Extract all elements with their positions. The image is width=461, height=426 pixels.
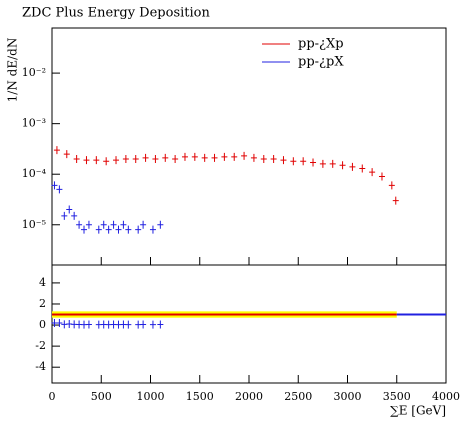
data-point — [172, 154, 179, 163]
data-point — [290, 157, 297, 166]
data-point — [71, 211, 78, 220]
data-point — [140, 320, 147, 329]
y-tick-label: -4 — [35, 360, 46, 373]
data-point — [250, 153, 257, 162]
data-point — [201, 153, 208, 162]
data-point — [103, 157, 110, 166]
bottom-frame — [51, 264, 447, 384]
data-point — [221, 152, 228, 161]
y-tick-label: -2 — [35, 339, 46, 352]
x-tick-label: 1500 — [186, 390, 214, 403]
data-point — [310, 158, 317, 167]
data-point — [157, 320, 164, 329]
data-point — [388, 181, 395, 190]
data-point — [149, 320, 156, 329]
x-tick-label: 1000 — [137, 390, 165, 403]
data-point — [378, 172, 385, 181]
data-point — [56, 185, 63, 194]
x-tick-label: 4000 — [432, 390, 460, 403]
y-tick-label: 10⁻³ — [22, 117, 46, 130]
y-axis-label: 1/N dE/dN — [6, 38, 20, 103]
data-point — [53, 146, 60, 155]
data-point — [51, 181, 58, 190]
data-point — [241, 151, 248, 160]
data-point — [93, 156, 100, 165]
data-point — [76, 220, 83, 229]
data-point — [231, 152, 238, 161]
data-point — [152, 154, 159, 163]
legend-label: pp-¿pX — [298, 55, 344, 70]
data-point — [135, 225, 142, 234]
data-point — [140, 220, 147, 229]
y-tick-label: 2 — [39, 297, 46, 310]
data-point — [181, 152, 188, 161]
y-tick-label: 10⁻⁵ — [22, 218, 46, 231]
data-point — [85, 320, 92, 329]
data-point — [300, 157, 307, 166]
data-point — [211, 153, 218, 162]
data-point — [349, 162, 356, 171]
legend-label: pp-¿Xp — [298, 37, 344, 52]
x-tick-label: 0 — [49, 390, 56, 403]
data-point — [162, 153, 169, 162]
data-point — [115, 225, 122, 234]
data-point — [81, 225, 88, 234]
data-point — [63, 150, 70, 159]
data-point — [105, 225, 112, 234]
data-point — [329, 159, 336, 168]
data-point — [142, 153, 149, 162]
x-tick-label: 2000 — [235, 390, 263, 403]
data-point — [359, 164, 366, 173]
chart-title: ZDC Plus Energy Deposition — [22, 6, 210, 21]
data-point — [157, 220, 164, 229]
data-point — [85, 220, 92, 229]
y-tick-label: 10⁻² — [22, 66, 46, 79]
data-point — [83, 156, 90, 165]
data-point — [339, 161, 346, 170]
data-point — [125, 225, 132, 234]
x-tick-label: 500 — [91, 390, 112, 403]
x-tick-label: 3000 — [334, 390, 362, 403]
data-point — [56, 318, 63, 327]
data-point — [319, 159, 326, 168]
data-point — [73, 154, 80, 163]
x-tick-label: 2500 — [284, 390, 312, 403]
data-point — [95, 225, 102, 234]
y-tick-label: 4 — [39, 276, 46, 289]
data-point — [260, 154, 267, 163]
data-point — [110, 220, 117, 229]
x-axis-label: ∑E [GeV] — [390, 404, 446, 418]
data-point — [132, 154, 139, 163]
data-point — [270, 154, 277, 163]
y-tick-label: 10⁻⁴ — [22, 167, 47, 180]
data-point — [125, 320, 132, 329]
y-tick-label: 0 — [39, 318, 46, 331]
data-point — [369, 168, 376, 177]
data-point — [66, 205, 73, 214]
data-point — [191, 152, 198, 161]
data-point — [113, 156, 120, 165]
data-point — [100, 220, 107, 229]
data-point — [120, 220, 127, 229]
data-point — [122, 154, 129, 163]
data-point — [61, 211, 68, 220]
data-point — [280, 156, 287, 165]
data-point — [392, 196, 399, 205]
x-tick-label: 3500 — [383, 390, 411, 403]
data-point — [149, 225, 156, 234]
